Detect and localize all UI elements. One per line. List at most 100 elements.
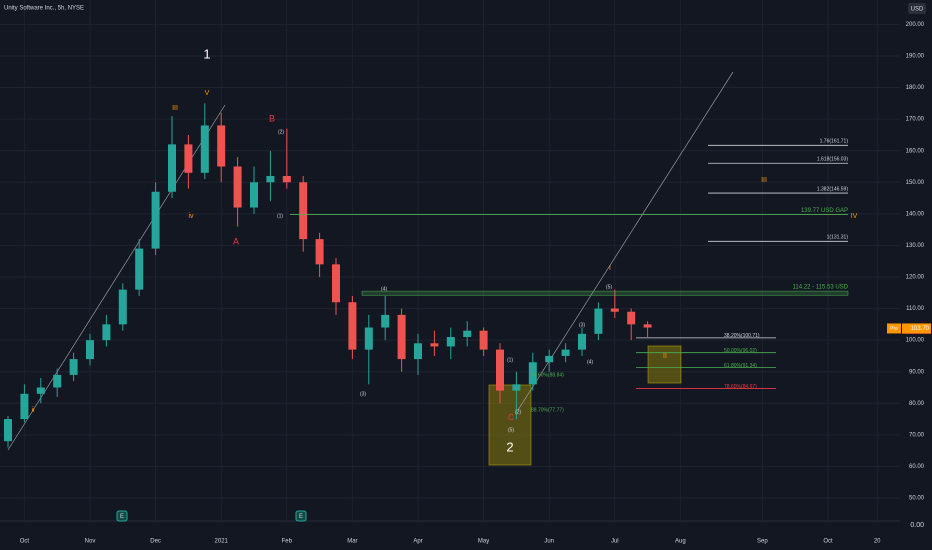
y-tick-label: 120.00 bbox=[906, 275, 925, 281]
candle-body bbox=[200, 125, 209, 173]
currency: USD bbox=[911, 7, 924, 13]
x-tick-label: Sep bbox=[757, 539, 768, 545]
x-tick-label: May bbox=[478, 539, 489, 545]
candle-body bbox=[643, 324, 652, 328]
wave-label: I bbox=[609, 265, 611, 272]
x-tick-label: 2021 bbox=[215, 539, 229, 545]
fib-label: 61.80%(91.34) bbox=[724, 363, 757, 369]
candle-body bbox=[496, 349, 504, 391]
candle-body bbox=[184, 144, 193, 173]
price-badge bbox=[887, 323, 901, 334]
wave-label: B bbox=[269, 113, 275, 123]
candle-body bbox=[512, 384, 521, 391]
x-tick-label: Dec bbox=[150, 539, 161, 545]
x-tick-label: Nov bbox=[85, 539, 96, 545]
candle-body bbox=[86, 340, 94, 360]
candle-body bbox=[299, 182, 308, 240]
candle-body bbox=[348, 302, 357, 350]
candle-body bbox=[118, 289, 127, 325]
y-tick-label: 110.00 bbox=[906, 306, 925, 312]
x-tick-label: Jun bbox=[544, 539, 554, 545]
y-tick-label: 70.00 bbox=[909, 432, 925, 438]
candle-body bbox=[168, 144, 176, 192]
y-tick-label: 60.00 bbox=[909, 464, 925, 470]
candle-body bbox=[217, 125, 226, 167]
chart-title: Unity Software Inc., 5h, NYSE bbox=[4, 6, 84, 12]
wave-labels: 1 2 III V iv A B (2) (1) (4) (3) (1) (2)… bbox=[31, 46, 857, 454]
x-tick-label: Mar bbox=[347, 539, 357, 545]
wave-label: (1) bbox=[507, 357, 513, 363]
wave-ii-box bbox=[647, 345, 682, 384]
candle-body bbox=[36, 387, 45, 394]
wave-label: III bbox=[172, 105, 178, 112]
wave-label: iv bbox=[188, 213, 194, 220]
earnings-icon[interactable] bbox=[116, 510, 128, 522]
candle-body bbox=[463, 330, 472, 337]
earnings-letter: E bbox=[120, 514, 124, 520]
wave-label: (5) bbox=[508, 427, 514, 433]
candle-body bbox=[250, 182, 258, 208]
candle-body bbox=[430, 343, 439, 347]
wave-label: IV bbox=[851, 213, 858, 220]
y-tick-label: 80.00 bbox=[909, 401, 925, 407]
x-tick-label: 20 bbox=[874, 539, 881, 545]
x-tick-label: Aug bbox=[675, 539, 686, 545]
fib-label: 1.76(161.71) bbox=[820, 139, 849, 145]
y-tick-label: 100.00 bbox=[906, 338, 925, 344]
y-tick-label: 170.00 bbox=[906, 117, 925, 123]
candle-body bbox=[332, 264, 340, 303]
earnings-icon[interactable] bbox=[295, 510, 307, 522]
candle-body bbox=[627, 311, 636, 325]
wave-label: (4) bbox=[381, 286, 387, 292]
gap-label: 139.77 USD GAP bbox=[801, 208, 848, 214]
wave-label: 1 bbox=[203, 46, 210, 61]
y-tick-label: 200.00 bbox=[906, 22, 925, 28]
wave-label: (4) bbox=[587, 359, 593, 365]
x-tick-label: Oct bbox=[20, 539, 30, 545]
y-tick-label: 190.00 bbox=[906, 54, 925, 60]
price-badge-label: Pre bbox=[890, 326, 898, 332]
fib-label: 1.382(146.59) bbox=[817, 186, 848, 192]
candle-body bbox=[102, 324, 111, 341]
x-tick-label: Jul bbox=[611, 539, 619, 545]
wave-label: III bbox=[761, 177, 767, 184]
trend-line bbox=[517, 71, 734, 411]
price-tag bbox=[902, 323, 931, 334]
candle-body bbox=[610, 308, 619, 312]
fib-label: 1.618(156.03) bbox=[817, 157, 848, 163]
y-tick-label: 130.00 bbox=[906, 243, 925, 249]
wave-label: (3) bbox=[579, 322, 585, 328]
zone-label: 114.22 - 115.53 USD bbox=[793, 285, 849, 291]
lower-pane-label: 0.00 bbox=[910, 522, 924, 529]
fib-label: 88.70%(77.77) bbox=[531, 408, 564, 414]
y-tick-label: 180.00 bbox=[906, 85, 925, 91]
earnings-letter: E bbox=[299, 514, 303, 520]
wave-label: V bbox=[205, 90, 210, 97]
candle-body bbox=[364, 327, 373, 350]
wave-label: (5) bbox=[606, 284, 612, 290]
candle-body bbox=[233, 166, 242, 208]
x-tick-label: Feb bbox=[282, 539, 293, 545]
candle-body bbox=[53, 374, 62, 388]
candle-body bbox=[135, 248, 144, 290]
candle-body bbox=[20, 393, 29, 420]
wave-label: II bbox=[663, 353, 667, 360]
fib-label: 38.20%(100.71) bbox=[724, 333, 760, 339]
candle-body bbox=[266, 175, 275, 183]
fib-label: 1(131.31) bbox=[827, 235, 849, 241]
zone-band bbox=[361, 290, 849, 296]
candle-body bbox=[4, 419, 12, 442]
y-tick-label: 50.00 bbox=[909, 496, 925, 502]
x-tick-label: Oct bbox=[823, 539, 833, 545]
currency-box bbox=[908, 3, 926, 14]
candle-body bbox=[282, 175, 291, 183]
candle-body bbox=[69, 359, 78, 375]
wave-label: C bbox=[508, 413, 514, 422]
y-tick-label: 160.00 bbox=[906, 148, 925, 154]
wave-label: ii bbox=[31, 407, 35, 414]
wave-label: A bbox=[233, 236, 239, 246]
y-tick-label: 140.00 bbox=[906, 211, 925, 217]
x-tick-label: Apr bbox=[413, 539, 422, 545]
wave-2-box bbox=[488, 384, 532, 466]
